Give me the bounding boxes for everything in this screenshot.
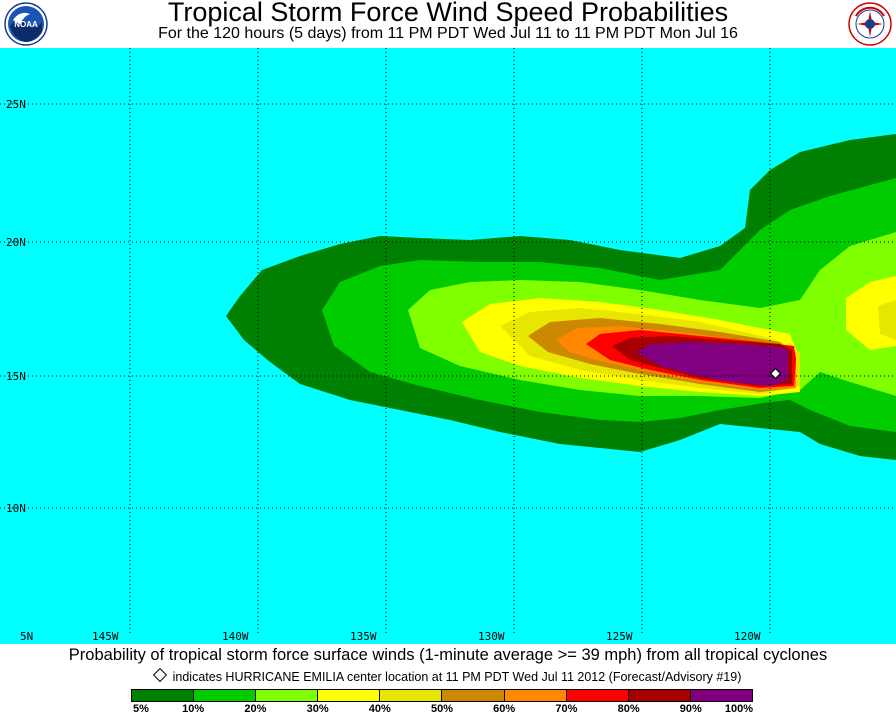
legend-label: 40% bbox=[368, 703, 391, 715]
page-title: Tropical Storm Force Wind Speed Probabil… bbox=[167, 0, 729, 27]
legend-label: 20% bbox=[244, 703, 267, 715]
legend-swatch bbox=[132, 690, 195, 701]
lon-label-135w: 135W bbox=[350, 630, 377, 643]
hurricane-center-marker bbox=[769, 367, 782, 380]
legend-swatch bbox=[566, 690, 629, 701]
header: NOAA Tropical Storm Force Wind Speed Pro… bbox=[0, 0, 896, 48]
grid-lines bbox=[0, 48, 896, 636]
lat-label-5n: 5N bbox=[20, 630, 33, 643]
map-svg: 25N 20N 15N 10N 5N 145W 140W 135W 130W 1… bbox=[0, 48, 896, 644]
legend-swatch bbox=[380, 690, 443, 701]
legend-swatch bbox=[628, 690, 691, 701]
svg-text:NOAA: NOAA bbox=[14, 20, 38, 29]
legend-swatch bbox=[504, 690, 567, 701]
legend-swatch bbox=[194, 690, 257, 701]
national-weather-service-logo bbox=[848, 2, 892, 46]
legend-swatches bbox=[131, 689, 753, 702]
footer-storm-note-text: indicates HURRICANE EMILIA center locati… bbox=[172, 670, 742, 684]
lon-label-120w: 120W bbox=[734, 630, 761, 643]
legend-label: 5% bbox=[133, 703, 149, 715]
lat-label-15n: 15N bbox=[6, 370, 26, 383]
legend-label: 30% bbox=[306, 703, 329, 715]
legend-swatch bbox=[442, 690, 505, 701]
probability-map: 25N 20N 15N 10N 5N 145W 140W 135W 130W 1… bbox=[0, 48, 896, 644]
lon-label-140w: 140W bbox=[222, 630, 249, 643]
legend-label: 10% bbox=[182, 703, 205, 715]
legend-swatch bbox=[256, 690, 319, 701]
lon-label-145w: 145W bbox=[92, 630, 119, 643]
legend-swatch bbox=[318, 690, 381, 701]
probability-legend: 5% 10% 20% 30% 40% 50% 60% 70% 80% 90% 100% bbox=[131, 689, 753, 716]
legend-label: 70% bbox=[555, 703, 578, 715]
footer-description: Probability of tropical storm force surf… bbox=[68, 646, 828, 664]
legend-label: 50% bbox=[430, 703, 454, 715]
legend-swatch bbox=[690, 690, 752, 701]
legend-label: 100% bbox=[724, 703, 754, 715]
footer-storm-note: indicates HURRICANE EMILIA center locati… bbox=[0, 667, 896, 684]
lat-label-10n: 10N bbox=[6, 502, 26, 515]
diamond-icon bbox=[152, 667, 167, 683]
lon-label-130w: 130W bbox=[478, 630, 505, 643]
lat-label-25n: 25N bbox=[6, 98, 26, 111]
noaa-logo: NOAA bbox=[4, 2, 48, 46]
legend-label: 80% bbox=[617, 703, 640, 715]
lon-label-125w: 125W bbox=[606, 630, 633, 643]
page-subtitle: For the 120 hours (5 days) from 11 PM PD… bbox=[158, 25, 738, 42]
legend-label: 60% bbox=[493, 703, 516, 715]
contour-90pct bbox=[636, 342, 788, 386]
legend-label: 90% bbox=[679, 703, 702, 715]
lat-label-20n: 20N bbox=[6, 236, 26, 249]
